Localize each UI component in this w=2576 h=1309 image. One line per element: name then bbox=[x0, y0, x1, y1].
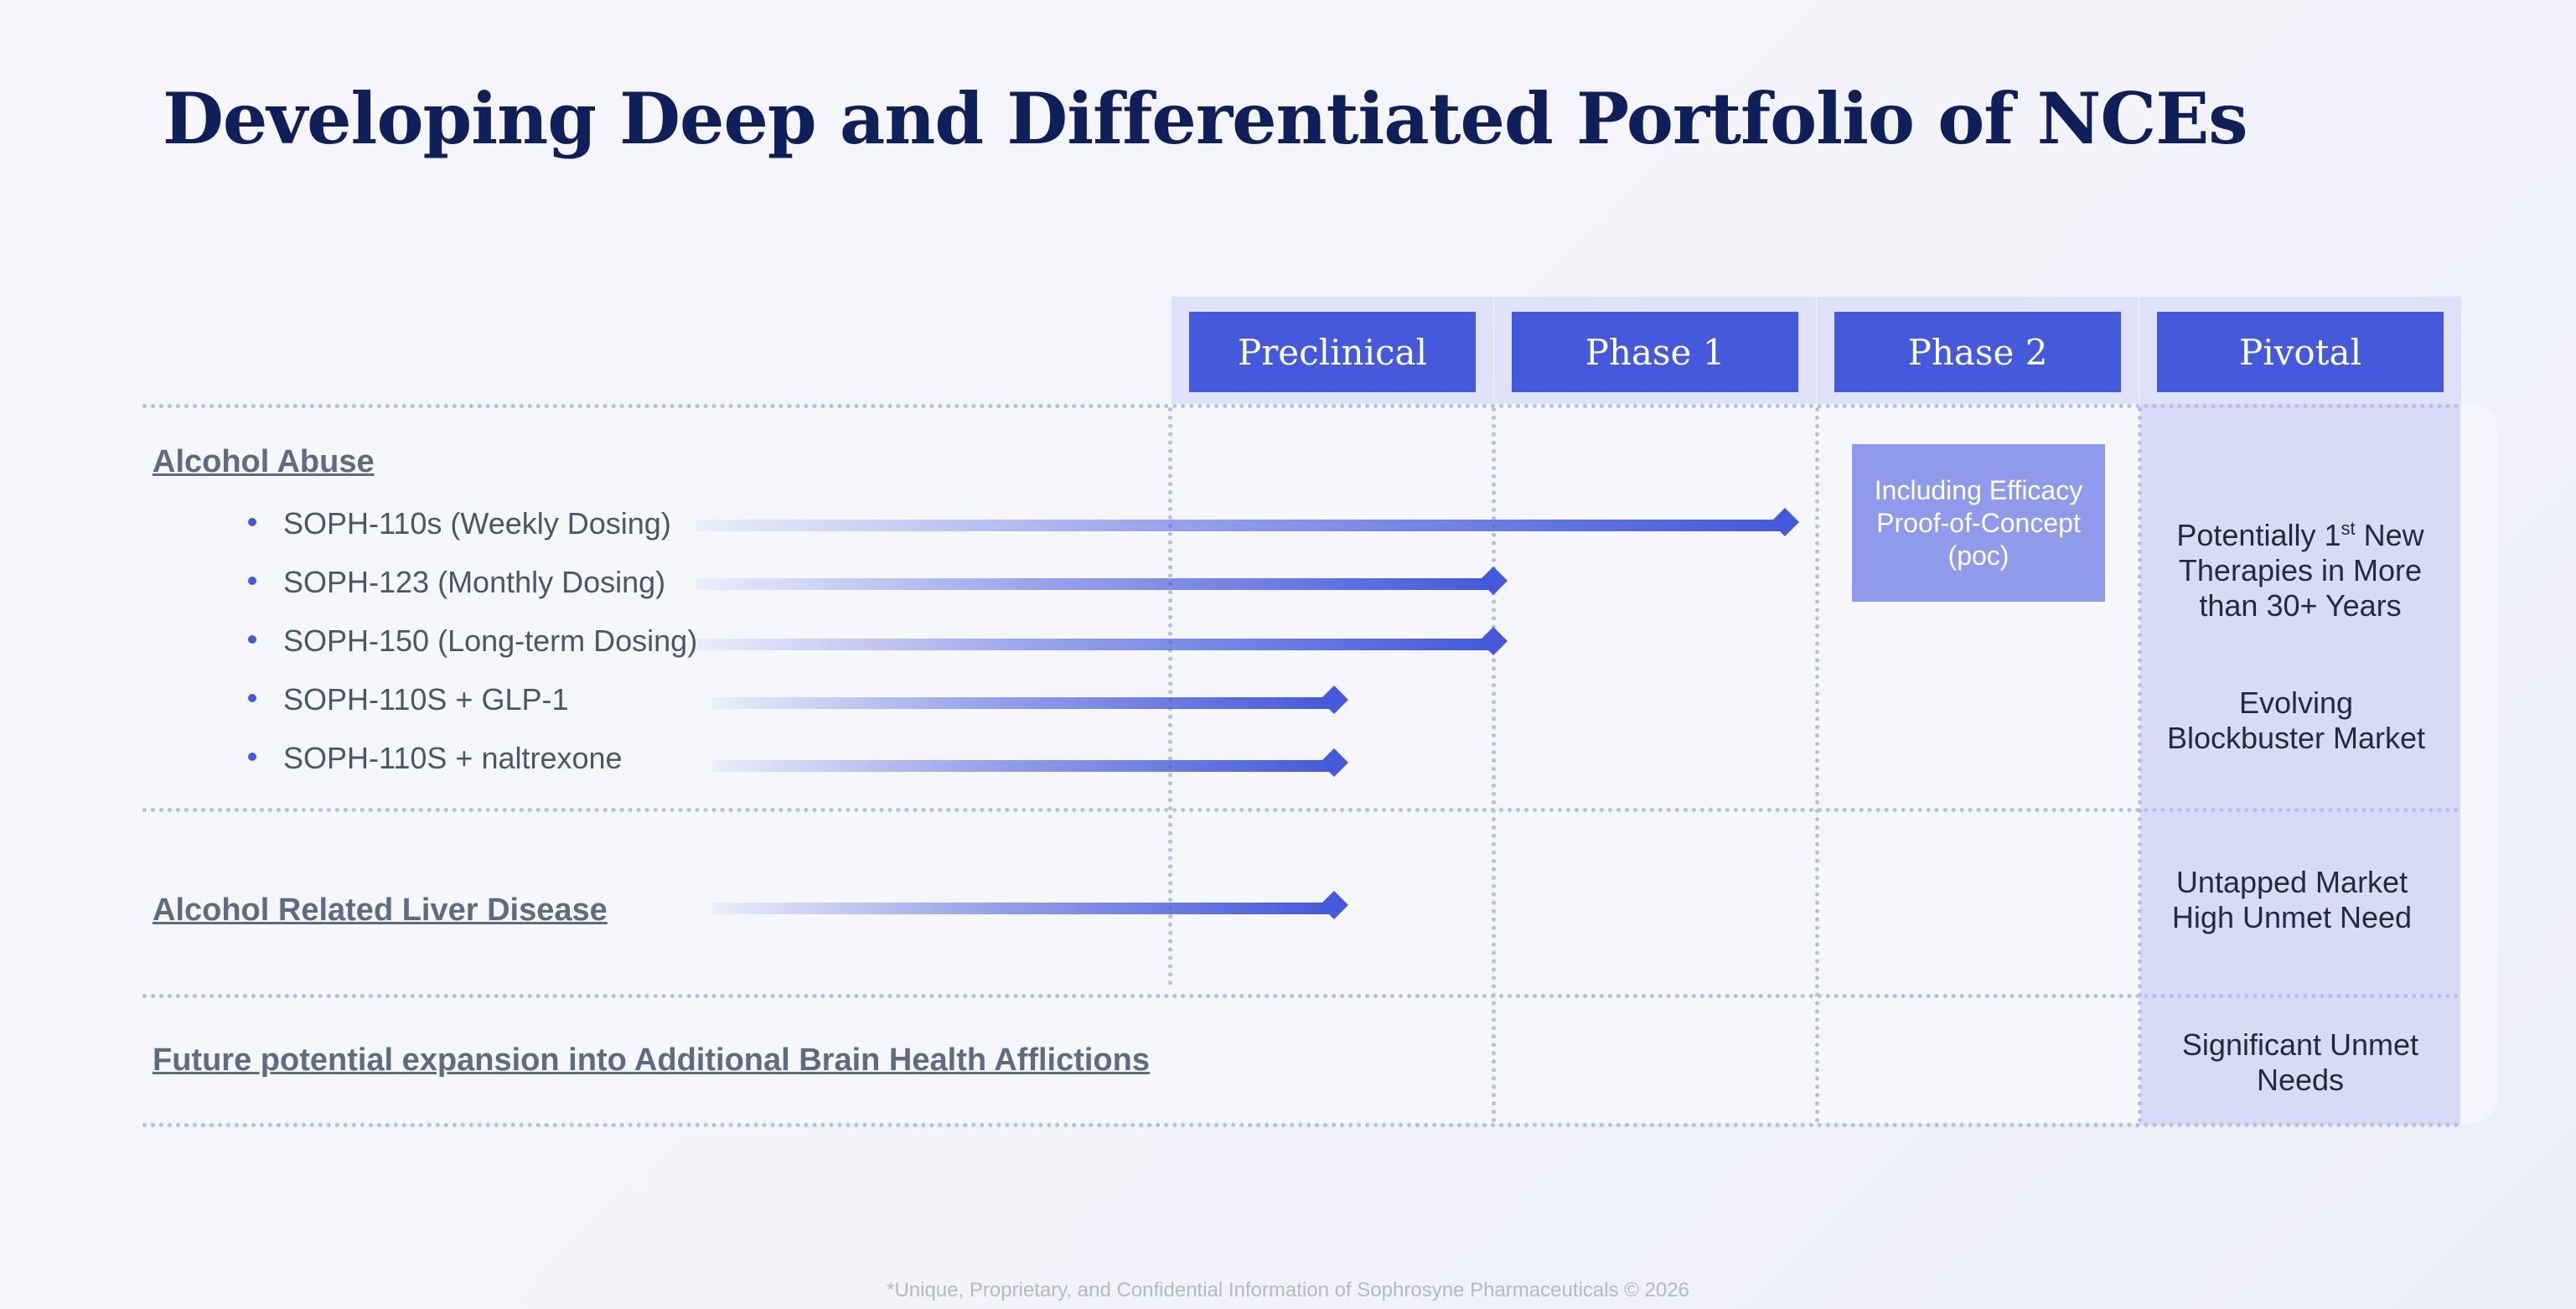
grid-line-col3 bbox=[1815, 407, 1819, 1123]
progress-bar-soph-110s-naltrexone bbox=[712, 748, 1348, 777]
stage-header-pivotal: Pivotal bbox=[2157, 312, 2444, 392]
pipeline-item: SOPH-123 (Monthly Dosing) bbox=[248, 565, 665, 600]
pivotal-note-untapped: Untapped Market High Unmet Need bbox=[2171, 865, 2413, 934]
row-heading-future-expansion: Future potential expansion into Addition… bbox=[153, 1043, 1150, 1078]
bullet-dot-icon bbox=[248, 518, 256, 527]
pivotal-note-blockbuster: Evolving Blockbuster Market bbox=[2166, 686, 2426, 755]
grid-line-col1 bbox=[1168, 407, 1172, 986]
grid-line-bottom bbox=[142, 1123, 2460, 1127]
progress-bar-soph-110s bbox=[696, 508, 1799, 536]
bullet-dot-icon bbox=[248, 753, 256, 762]
pipeline-item-label: SOPH-110S + GLP-1 bbox=[283, 682, 569, 717]
bullet-dot-icon bbox=[248, 694, 256, 703]
pipeline-item: SOPH-110S + GLP-1 bbox=[248, 682, 569, 717]
row-heading-alcohol-abuse: Alcohol Abuse bbox=[153, 444, 375, 479]
pipeline-item-label: SOPH-150 (Long-term Dosing) bbox=[283, 623, 698, 658]
stage-header-preclinical: Preclinical bbox=[1189, 312, 1476, 392]
pipeline-item: SOPH-110S + naltrexone bbox=[248, 741, 623, 776]
pipeline-item-label: SOPH-110S + naltrexone bbox=[283, 741, 623, 775]
page-title: Developing Deep and Differentiated Portf… bbox=[163, 77, 2248, 160]
grid-line-row2 bbox=[142, 994, 2460, 998]
grid-line-col4 bbox=[2138, 407, 2142, 1123]
row-heading-arld: Alcohol Related Liver Disease bbox=[153, 892, 608, 928]
progress-bar-soph-150 bbox=[696, 627, 1508, 655]
progress-bar-soph-123 bbox=[696, 567, 1508, 595]
pipeline-item: SOPH-110s (Weekly Dosing) bbox=[248, 506, 671, 541]
grid-line-row1 bbox=[142, 808, 2460, 812]
bullet-dot-icon bbox=[248, 635, 256, 644]
stage-header-phase1: Phase 1 bbox=[1512, 312, 1798, 392]
grid-line-col2 bbox=[1492, 407, 1496, 1123]
progress-bar-arld bbox=[712, 891, 1348, 919]
poc-note-box: Including Efficacy Proof-of-Concept (poc… bbox=[1852, 444, 2105, 602]
footer-confidential-note: *Unique, Proprietary, and Confidential I… bbox=[887, 1279, 1689, 1301]
pipeline-item-label: SOPH-110s (Weekly Dosing) bbox=[283, 506, 671, 541]
pivotal-note-new-therapies: Potentially 1st New Therapies in More th… bbox=[2176, 518, 2424, 623]
bullet-dot-icon bbox=[248, 577, 256, 586]
pipeline-item-label: SOPH-123 (Monthly Dosing) bbox=[283, 565, 666, 599]
progress-bar-soph-110s-glp1 bbox=[712, 686, 1348, 714]
pipeline-item: SOPH-150 (Long-term Dosing) bbox=[248, 623, 697, 659]
stage-header-phase2: Phase 2 bbox=[1834, 312, 2121, 392]
pivotal-column bbox=[2140, 404, 2460, 1125]
grid-line-top bbox=[142, 404, 2460, 408]
pivotal-note-significant: Significant Unmet Needs bbox=[2181, 1027, 2419, 1097]
